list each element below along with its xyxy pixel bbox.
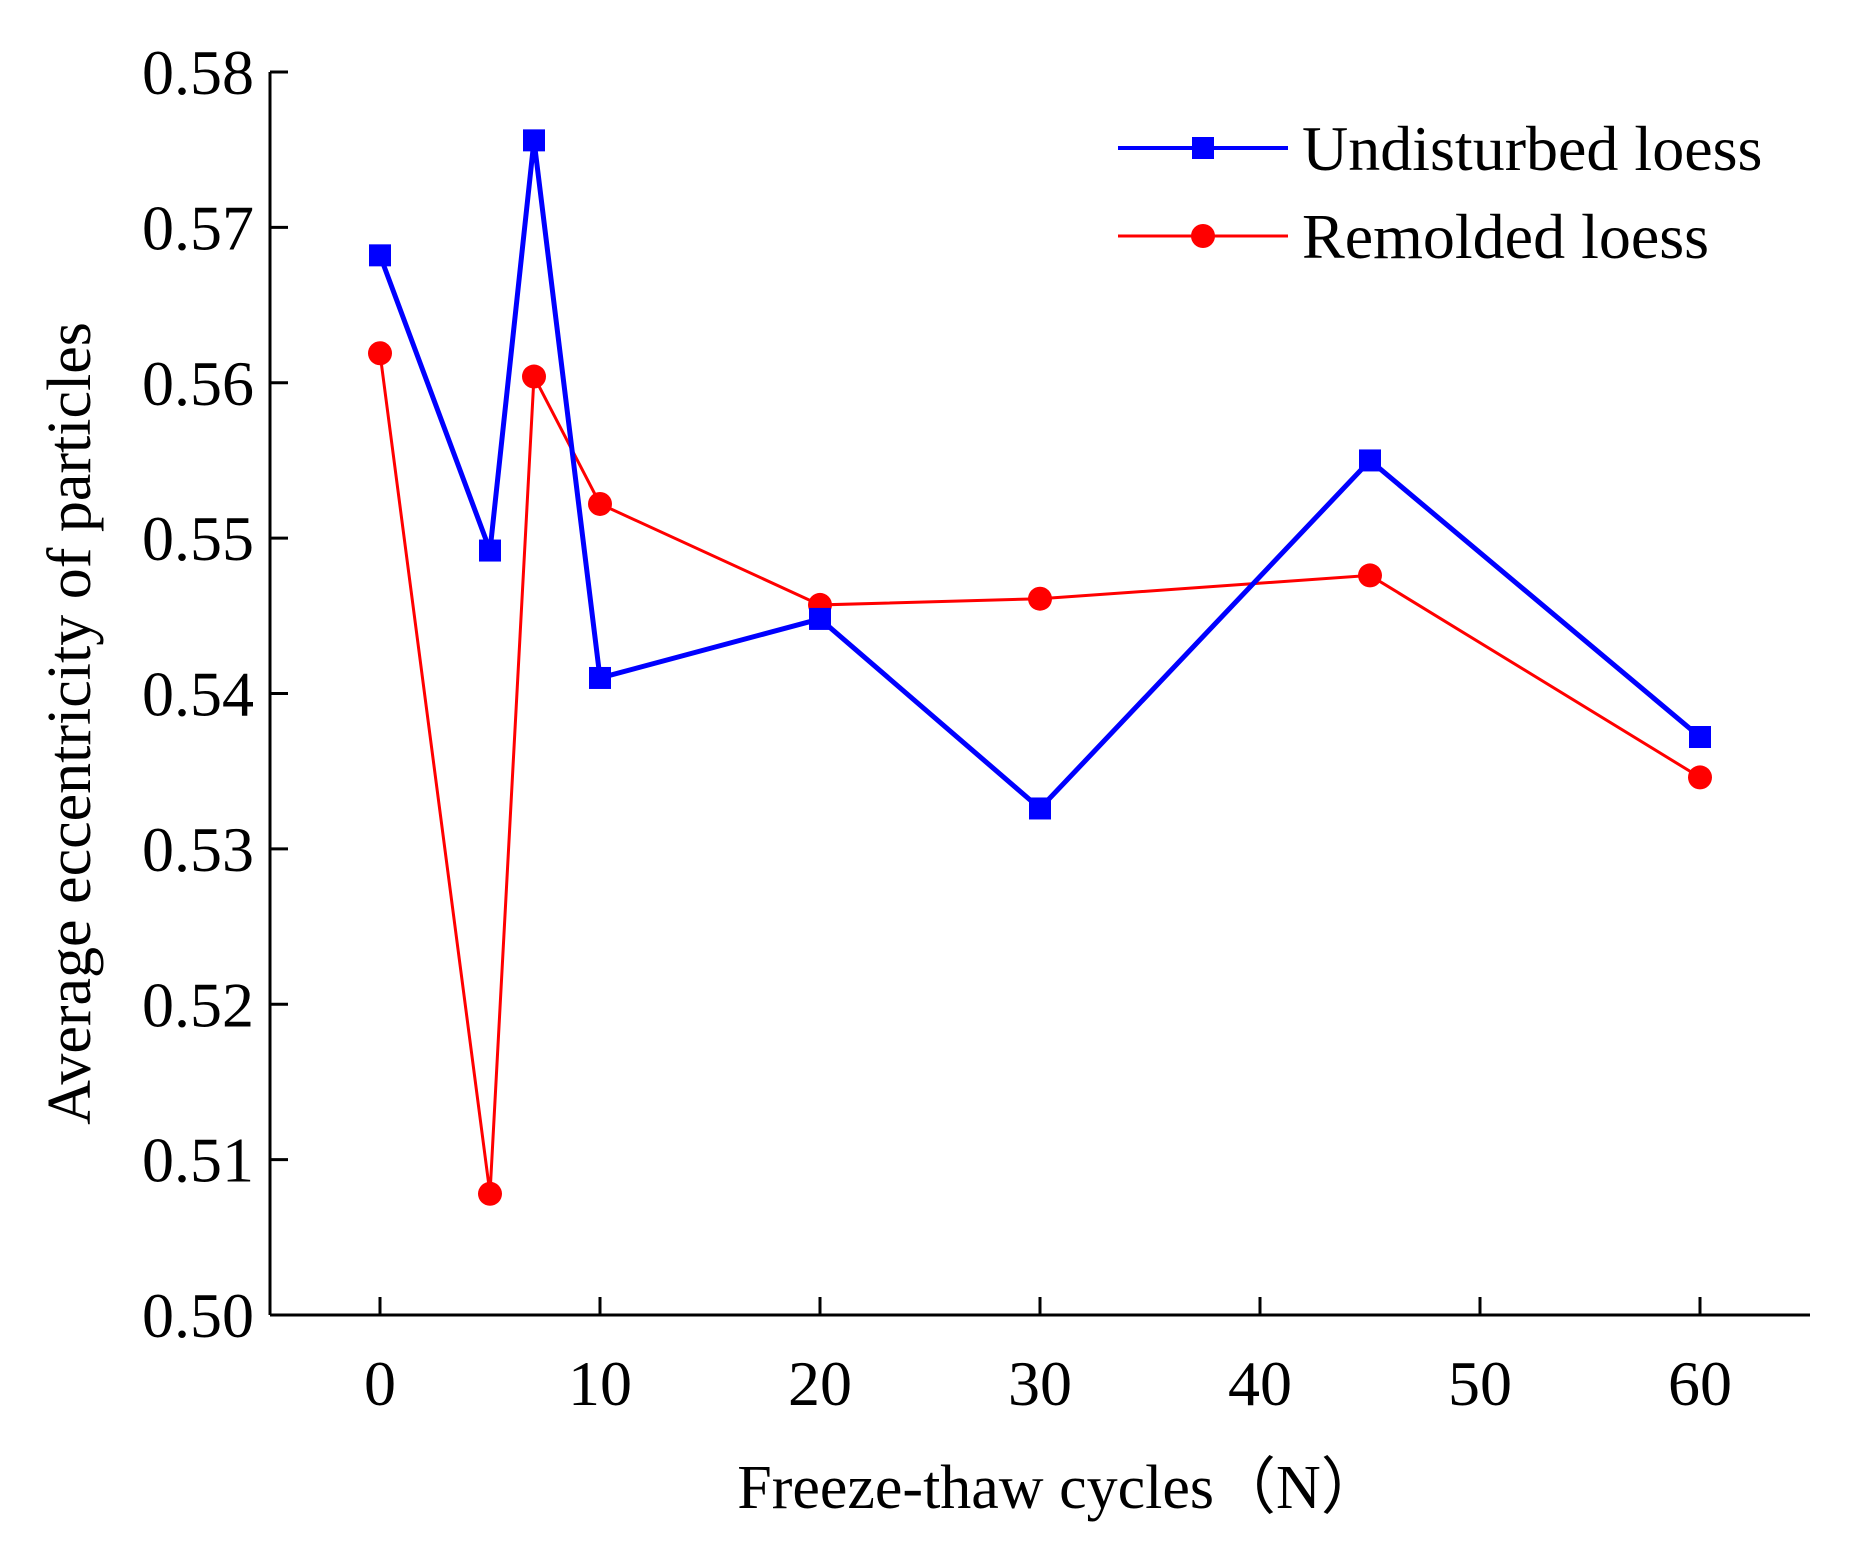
data-point-circle <box>588 491 612 516</box>
data-point-circle <box>1688 765 1712 790</box>
x-tick-label: 30 <box>1008 1348 1072 1419</box>
data-point-circle <box>522 364 546 389</box>
plot-area: 0.50 0.51 0.52 0.53 0.54 0.55 0.56 0.57 0.58 0 10… <box>142 37 1810 1419</box>
legend-item-remolded: Remolded loess <box>1118 201 1709 272</box>
data-point-square <box>369 244 391 267</box>
data-point-square <box>1359 449 1381 472</box>
y-tick-label: 0.55 <box>142 503 254 574</box>
data-point-circle <box>478 1181 502 1206</box>
legend-marker-square <box>1192 137 1214 159</box>
data-point-square <box>1029 797 1051 820</box>
y-tick-label: 0.50 <box>142 1280 254 1351</box>
data-point-square <box>523 129 545 152</box>
data-point-square <box>589 666 611 689</box>
x-axis-title: Freeze-thaw cycles（N） <box>737 1454 1383 1522</box>
y-tick-label: 0.53 <box>142 814 254 885</box>
x-tick-label: 40 <box>1228 1348 1292 1419</box>
data-point-square <box>1689 726 1711 749</box>
data-point-circle <box>1358 563 1382 588</box>
y-tick-label: 0.54 <box>142 659 254 730</box>
data-point-square <box>479 539 501 562</box>
y-tick-label: 0.51 <box>142 1125 254 1196</box>
legend: Undisturbed loess Remolded loess <box>1118 113 1762 272</box>
x-tick-label: 50 <box>1448 1348 1512 1419</box>
y-ticks: 0.50 0.51 0.52 0.53 0.54 0.55 0.56 0.57 0.58 <box>142 37 288 1351</box>
data-point-circle <box>368 341 392 366</box>
x-tick-label: 10 <box>568 1348 632 1419</box>
x-ticks: 0 10 20 30 40 50 60 <box>364 1297 1732 1419</box>
series-group <box>368 129 1712 1206</box>
series-line <box>378 353 1701 1195</box>
y-tick-label: 0.52 <box>142 969 254 1040</box>
y-axis-title: Average eccentricity of particles <box>36 322 104 1125</box>
data-point-circle <box>1028 586 1052 611</box>
legend-item-undisturbed: Undisturbed loess <box>1118 113 1762 184</box>
y-tick-label: 0.56 <box>142 348 254 419</box>
data-point-square <box>809 607 831 630</box>
x-tick-label: 0 <box>364 1348 396 1419</box>
x-tick-label: 20 <box>788 1348 852 1419</box>
legend-label-remolded: Remolded loess <box>1302 201 1709 272</box>
series-line <box>377 140 1702 812</box>
y-tick-label: 0.58 <box>142 37 254 108</box>
series-undisturbed <box>369 129 1711 820</box>
legend-marker-circle <box>1191 224 1215 248</box>
y-tick-label: 0.57 <box>142 192 254 263</box>
x-tick-label: 60 <box>1668 1348 1732 1419</box>
legend-label-undisturbed: Undisturbed loess <box>1302 113 1762 184</box>
series-remolded <box>368 341 1712 1206</box>
